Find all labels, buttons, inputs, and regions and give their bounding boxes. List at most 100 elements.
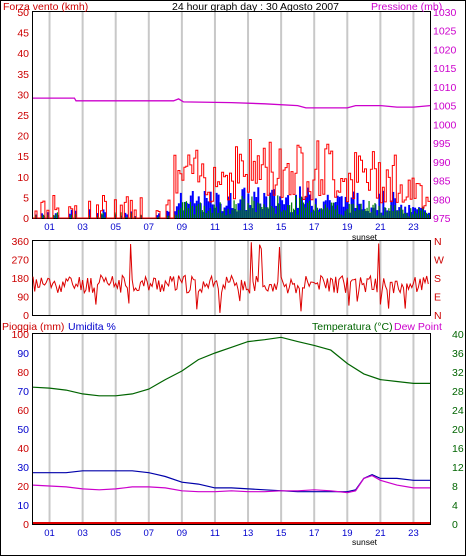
wind-avg-bar: [239, 210, 241, 218]
wind-avg-bar: [354, 211, 356, 218]
wind-gust-bar: [273, 189, 276, 218]
temperature-line: [32, 336, 430, 397]
wind-avg-bar: [195, 205, 197, 218]
wind-avg-bar: [322, 208, 325, 218]
direction-plot-frame: [32, 240, 431, 316]
rain-tick-label: 80: [17, 367, 29, 379]
hour-tick-label-top: 09: [177, 222, 188, 233]
wind-avg-bar: [235, 204, 237, 218]
wind-gust-bar: [193, 203, 196, 218]
wind-avg-bar: [340, 214, 342, 218]
wind-avg-bar: [229, 213, 231, 218]
hour-tick-label-top: 03: [77, 222, 88, 233]
wind-avg-bar: [414, 210, 416, 218]
humidity-axis-title: Umidita %: [68, 321, 116, 333]
wind-avg-bar: [402, 209, 404, 218]
wind-avg-bar: [366, 207, 368, 218]
wind-avg-bar: [173, 214, 176, 218]
temperature-tick-label: 4: [452, 500, 458, 512]
wind-avg-bar: [40, 215, 43, 218]
wind-avg-bar: [42, 214, 45, 218]
wind-gust-bar: [275, 205, 278, 218]
wind-avg-bar: [249, 207, 251, 218]
wind-avg-bar: [420, 210, 422, 218]
wind-avg-bar: [56, 212, 59, 218]
data-layer: [32, 97, 431, 524]
wind-avg-bar: [289, 205, 291, 218]
wind-speed-tick-label: 20: [17, 131, 29, 143]
wind-avg-bar: [225, 215, 227, 218]
wind-avg-bar: [209, 207, 211, 218]
hour-tick-label-top: 21: [375, 222, 386, 233]
wind-avg-bar: [384, 207, 386, 218]
wind-avg-bar: [46, 214, 49, 218]
hour-tick-label-bottom: 17: [309, 528, 320, 539]
temperature-tick-label: 32: [452, 367, 464, 379]
wind-gust-bar: [179, 192, 182, 218]
wind-avg-bar: [100, 213, 102, 218]
wind-gust-bar: [257, 187, 260, 218]
wind-plot-frame: [32, 11, 431, 219]
wind-gust-bar: [404, 206, 407, 218]
wind-avg-bar: [191, 206, 193, 218]
wind-speed-tick-label: 30: [17, 89, 29, 101]
direction-tick-label: 180: [11, 273, 29, 285]
wind-avg-bar: [370, 211, 372, 218]
wind-gust-bar: [211, 204, 214, 218]
dewpoint-axis-title: Dew Point: [394, 321, 442, 333]
wind-gust-bar: [306, 187, 309, 218]
wind-avg-bar: [68, 216, 70, 218]
wind-avg-bar: [227, 208, 229, 218]
wind-avg-bar: [189, 201, 192, 218]
wind-avg-bar: [404, 212, 406, 218]
sunset-label-top: sunset: [352, 232, 378, 242]
wind-gust-bar: [207, 201, 210, 218]
wind-avg-bar: [215, 206, 217, 218]
wind-gust-bar: [328, 200, 331, 218]
wind-avg-bar: [183, 202, 186, 218]
pressure-tick-label: 990: [433, 157, 451, 169]
dewpoint-line: [32, 474, 430, 494]
wind-gust-bar: [40, 213, 43, 218]
wind-avg-bar: [205, 213, 207, 218]
wind-avg-bar: [74, 213, 76, 218]
wind-avg-bar: [304, 207, 307, 218]
compass-tick-label: N: [434, 310, 442, 322]
humidity-line: [33, 470, 430, 493]
wind-avg-bar: [273, 207, 275, 218]
temperature-axis-title: Temperatura (°C): [312, 321, 393, 333]
wind-avg-bar: [410, 208, 412, 218]
wind-avg-bar: [34, 214, 37, 218]
wind-avg-bar: [418, 208, 420, 218]
wind-gust-bar: [175, 206, 178, 218]
wind-avg-bar: [352, 203, 354, 218]
wind-avg-bar: [350, 204, 352, 218]
wind-gust-bar: [126, 214, 129, 218]
wind-avg-bar: [408, 216, 410, 218]
humidity-tick-label: 50: [17, 424, 29, 436]
hour-tick-label-bottom: 11: [210, 528, 220, 539]
wind-avg-bar: [372, 204, 374, 218]
pressure-tick-label: 1010: [433, 82, 457, 94]
compass-tick-label: S: [434, 273, 441, 285]
wind-gust-bar: [310, 205, 313, 218]
wind-avg-bar: [376, 215, 378, 218]
wind-avg-bar: [279, 204, 281, 218]
wind-avg-bar: [297, 214, 299, 218]
pressure-tick-label: 1000: [433, 119, 457, 131]
wind-avg-bar: [114, 212, 116, 218]
humidity-tick-label: 30: [17, 462, 29, 474]
rain-tick-label: 60: [17, 405, 29, 417]
wind-avg-bar: [102, 212, 104, 218]
wind-gust-bar: [104, 212, 107, 218]
wind-gust-bar: [271, 189, 274, 218]
wind-avg-bar: [199, 202, 201, 218]
wind-avg-bar: [374, 203, 376, 218]
wind-avg-bar: [269, 196, 271, 218]
wind-avg-bar: [326, 207, 328, 218]
wind-avg-bar: [302, 202, 305, 218]
hour-tick-label-top: 01: [44, 222, 55, 233]
wind-avg-bar: [175, 215, 178, 218]
wind-avg-bar: [223, 209, 225, 218]
wind-avg-bar: [185, 201, 188, 218]
